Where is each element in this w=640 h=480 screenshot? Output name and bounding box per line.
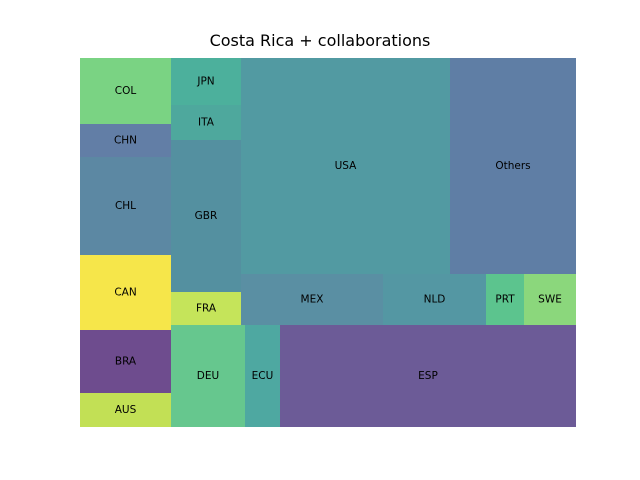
treemap-label-fra: FRA [196, 303, 217, 315]
treemap-label-esp: ESP [418, 370, 438, 382]
treemap-cell-col [80, 58, 171, 124]
treemap-cell-gbr [171, 140, 241, 292]
treemap-label-ecu: ECU [252, 370, 274, 382]
treemap-label-aus: AUS [115, 404, 137, 416]
treemap-label-can: CAN [114, 287, 136, 299]
treemap-label-nld: NLD [424, 294, 446, 306]
treemap-cell-esp [280, 325, 576, 427]
treemap-label-col: COL [115, 85, 137, 97]
treemap-cell-ecu [245, 325, 280, 427]
treemap-cell-others [450, 58, 576, 274]
treemap-cell-nld [383, 274, 486, 325]
treemap-label-bra: BRA [115, 356, 137, 368]
treemap-cell-aus [80, 393, 171, 427]
chart-title: Costa Rica + collaborations [209, 31, 431, 50]
treemap-cell-usa [241, 58, 450, 274]
treemap-cell-can [80, 255, 171, 330]
treemap-cell-ita [171, 105, 241, 140]
treemap-cell-fra [171, 292, 241, 325]
treemap-cell-jpn [171, 58, 241, 105]
treemap-cell-chl [80, 157, 171, 255]
treemap-cell-deu [171, 325, 245, 427]
treemap-label-chl: CHL [115, 200, 136, 212]
treemap-cell-chn [80, 124, 171, 157]
treemap-label-chn: CHN [114, 135, 137, 147]
treemap-label-usa: USA [335, 160, 358, 172]
treemap-label-ita: ITA [198, 117, 215, 129]
treemap-label-mex: MEX [301, 294, 324, 306]
treemap-label-jpn: JPN [196, 76, 214, 88]
treemap-label-others: Others [495, 160, 530, 172]
treemap-label-prt: PRT [495, 294, 515, 306]
treemap-cell-bra [80, 330, 171, 393]
treemap-cell-swe [524, 274, 576, 325]
treemap-cell-prt [486, 274, 524, 325]
treemap-label-gbr: GBR [195, 210, 218, 222]
treemap-cell-mex [241, 274, 383, 325]
treemap-label-swe: SWE [538, 294, 562, 306]
treemap-label-deu: DEU [197, 370, 219, 382]
